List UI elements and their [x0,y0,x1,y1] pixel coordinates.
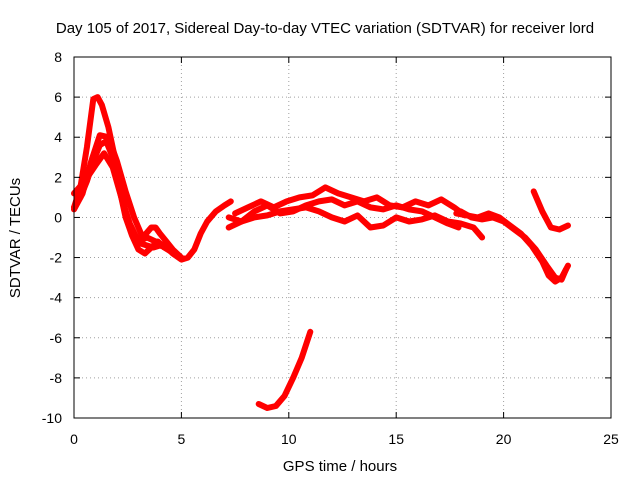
y-tick-label: -2 [50,250,63,266]
series-line-track-6 [225,204,486,241]
x-tick-label: 15 [388,431,404,447]
y-tick-label: -10 [42,410,62,426]
series-line-track-1 [71,94,234,263]
x-axis-title: GPS time / hours [283,458,397,475]
series-line-track-9 [457,208,569,283]
y-axis-title: SDTVAR / TECUs [7,178,24,298]
x-tick-label: 5 [178,431,186,447]
y-tick-label: 6 [54,89,62,105]
grid [74,57,611,418]
y-tick-label: 8 [54,49,62,65]
series-group [71,94,571,411]
series-line-track-11 [255,328,314,411]
series-line-track-4 [71,150,176,255]
y-tick-label: -4 [50,290,63,306]
series-line-track-3 [71,132,185,261]
plot-frame [73,56,612,419]
x-tick-label: 25 [603,431,619,447]
y-tick-label: 0 [54,209,62,225]
series-line-track-10 [530,188,571,233]
x-tick-label: 0 [70,431,78,447]
y-tick-label: 4 [54,129,62,145]
x-tick-label: 20 [496,431,512,447]
series-line-track-7 [232,184,468,219]
axis-ticks: 0 5 10 15 20 25 -10 -8 -6 -4 -2 0 2 4 6 8 [42,49,619,447]
y-tick-label: 2 [54,169,62,185]
y-tick-label: -6 [50,330,63,346]
y-tick-label: -8 [50,370,63,386]
x-tick-label: 10 [281,431,297,447]
chart-title: Day 105 of 2017, Sidereal Day-to-day VTE… [56,20,594,37]
